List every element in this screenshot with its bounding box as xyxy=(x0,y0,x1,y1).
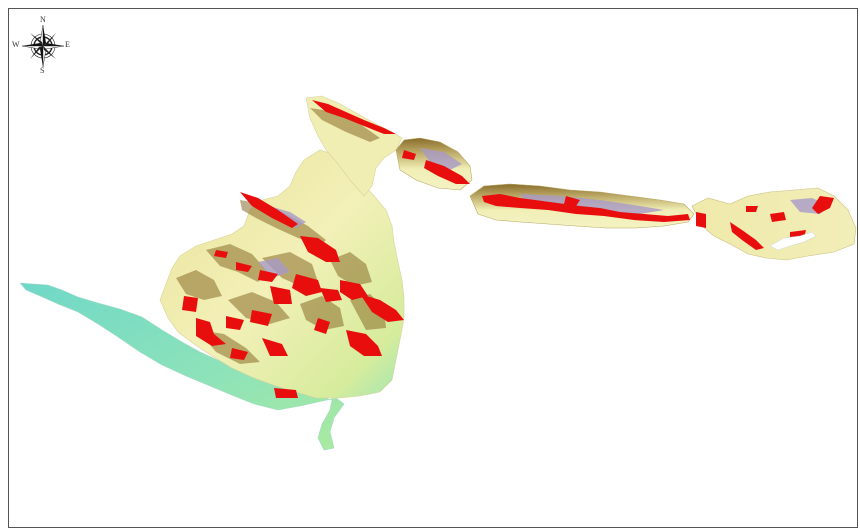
compass-label-south: S xyxy=(40,66,45,75)
map-frame xyxy=(8,8,858,528)
coastal-lowland xyxy=(19,282,345,451)
compass-label-west: W xyxy=(12,40,20,49)
north-arrow: N W E S xyxy=(12,16,76,78)
compass-label-north: N xyxy=(40,15,46,24)
hazard-zones xyxy=(182,100,834,398)
river-channel xyxy=(769,231,817,251)
compass-rose-icon xyxy=(21,24,65,68)
compass-label-east: E xyxy=(65,40,70,49)
